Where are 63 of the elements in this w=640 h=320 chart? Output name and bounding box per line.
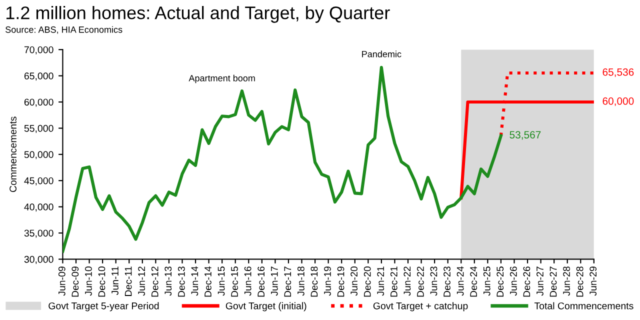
x-tick-label: Dec-28 [576, 266, 584, 297]
x-tick-label: Jun-13 [164, 266, 172, 296]
legend-label: Total Commencements [534, 302, 634, 310]
x-tick-label: Dec-21 [390, 266, 398, 297]
x-tick-label: Jun-26 [510, 266, 517, 296]
x-tick-label: Jun-18 [297, 266, 304, 296]
chart-subtitle: Source: ABS, HIA Economics [6, 26, 122, 34]
x-tick-label: Jun-16 [244, 266, 252, 296]
legend-label: Govt Target + catchup [373, 302, 468, 312]
x-tick-label: Jun-14 [191, 266, 198, 296]
x-tick-label: Dec-24 [470, 266, 478, 297]
data-label: 65,536 [602, 68, 634, 78]
line-series [62, 66, 502, 253]
x-tick-label: Jun-11 [112, 266, 118, 295]
x-tick-label: Jun-19 [324, 266, 331, 296]
x-tick-label: Jun-10 [85, 266, 92, 296]
legend-label: Govt Target 5-year Period [48, 302, 159, 312]
legend-label: Govt Target (initial) [226, 302, 306, 312]
y-tick-label: 60,000 [24, 98, 54, 107]
x-tick-label: Dec-12 [151, 266, 158, 297]
x-tick-label: Jun-28 [563, 266, 570, 296]
x-tick-label: Dec-17 [284, 266, 292, 297]
y-tick-label: 30,000 [24, 256, 54, 264]
x-tick-label: Dec-13 [178, 266, 185, 297]
x-tick-label: Dec-20 [364, 266, 371, 297]
data-label: 60,000 [602, 97, 634, 106]
x-tick-label: Dec-25 [496, 266, 504, 297]
x-tick-label: Jun-22 [404, 266, 411, 296]
y-axis-title: Commencements [10, 116, 16, 192]
annotation: Pandemic [362, 50, 402, 58]
x-tick-label: Jun-23 [430, 266, 438, 296]
x-tick-label: Jun-25 [483, 266, 490, 296]
y-tick-label: 65,000 [24, 72, 54, 81]
annotation: Apartment boom [188, 74, 255, 84]
x-tick-label: Dec-26 [523, 266, 530, 297]
x-tick-label: Jun-29 [590, 266, 597, 296]
x-tick-label: Jun-17 [271, 266, 278, 296]
x-tick-label: Dec-22 [417, 266, 424, 297]
x-tick-label: Dec-11 [124, 266, 132, 296]
x-tick-label: Dec-18 [310, 266, 318, 297]
x-tick-label: Dec-14 [204, 266, 212, 297]
x-tick-label: Dec-27 [550, 266, 557, 297]
y-tick-label: 50,000 [24, 151, 54, 160]
x-tick-label: Dec-15 [231, 266, 238, 297]
x-tick-label: Dec-16 [258, 266, 265, 297]
x-tick-label: Jun-27 [536, 266, 544, 296]
y-tick-label: 35,000 [24, 230, 54, 238]
y-tick-label: 55,000 [24, 124, 54, 133]
x-tick-label: Jun-20 [350, 266, 358, 296]
x-tick-label: Jun-21 [377, 266, 384, 296]
chart-title: 1.2 million homes: Actual and Target, by Quarter [6, 6, 390, 23]
x-tick-label: Jun-12 [138, 266, 146, 296]
x-tick-label: Dec-09 [72, 266, 79, 297]
x-tick-label: Dec-10 [98, 266, 106, 297]
x-tick-label: Dec-19 [337, 266, 344, 297]
data-label: 53,567 [510, 131, 541, 140]
y-tick-label: 70,000 [24, 46, 54, 54]
y-tick-label: 40,000 [24, 204, 54, 212]
x-tick-label: Jun-09 [58, 266, 66, 296]
x-tick-label: Jun-15 [218, 266, 225, 296]
x-tick-label: Dec-23 [444, 266, 450, 297]
x-tick-label: Jun-24 [456, 266, 464, 296]
y-tick-label: 45,000 [24, 177, 54, 186]
